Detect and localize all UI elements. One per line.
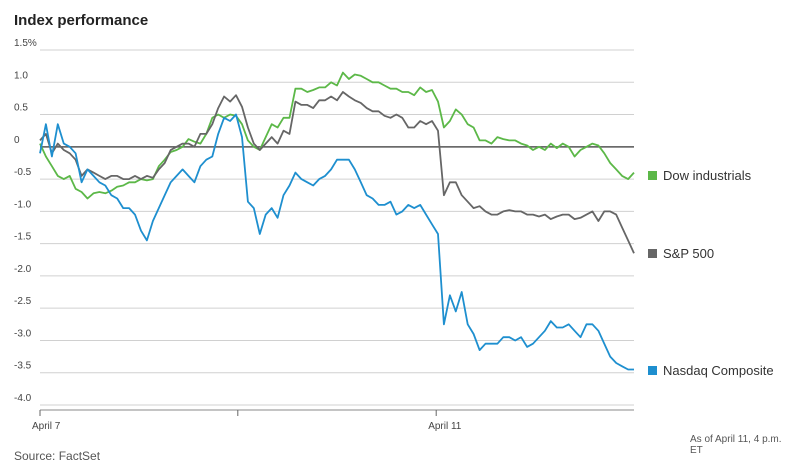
chart-title: Index performance <box>14 12 149 29</box>
grid-lines <box>40 49 634 406</box>
x-axis: April 7 April 11 <box>32 409 634 432</box>
legend-label: Dow industrials <box>663 168 752 183</box>
y-tick-label: 0 <box>14 135 20 146</box>
y-tick-label: -1.5 <box>14 232 32 243</box>
series-lines <box>39 71 635 371</box>
y-axis-tick-labels: 1.5% 1.0 0.5 0 -0.5 -1.0 -1.5 -2.0 -2.5 -3.0 -3.5 -… <box>14 38 37 404</box>
legend-swatch <box>648 366 657 375</box>
y-tick-label: -4.0 <box>14 393 32 404</box>
legend-label: S&P 500 <box>663 246 714 261</box>
legend: Dow industrials S&P 500 Nasdaq Composite <box>648 168 774 378</box>
y-tick-label: -1.0 <box>14 199 32 210</box>
x-tick-label: April 7 <box>32 421 61 432</box>
timestamp-note: As of April 11, 4 p.m. ET <box>690 434 782 456</box>
series-line-s-p-500 <box>39 91 635 254</box>
series-line-dow-industrials <box>39 71 635 200</box>
y-tick-label: -2.5 <box>14 296 32 307</box>
x-tick-label: April 11 <box>428 421 462 432</box>
y-tick-label: -3.0 <box>14 328 32 339</box>
y-tick-label: -3.5 <box>14 361 32 372</box>
y-tick-label: 1.0 <box>14 70 28 81</box>
y-tick-label: -0.5 <box>14 167 32 178</box>
series-line-nasdaq-composite <box>39 113 634 371</box>
legend-label: Nasdaq Composite <box>663 363 774 378</box>
y-tick-label: 0.5 <box>14 103 28 114</box>
y-tick-label: 1.5% <box>14 38 37 49</box>
legend-swatch <box>648 171 657 180</box>
source-note: Source: FactSet <box>14 449 101 463</box>
legend-swatch <box>648 249 657 258</box>
y-tick-label: -2.0 <box>14 264 32 275</box>
